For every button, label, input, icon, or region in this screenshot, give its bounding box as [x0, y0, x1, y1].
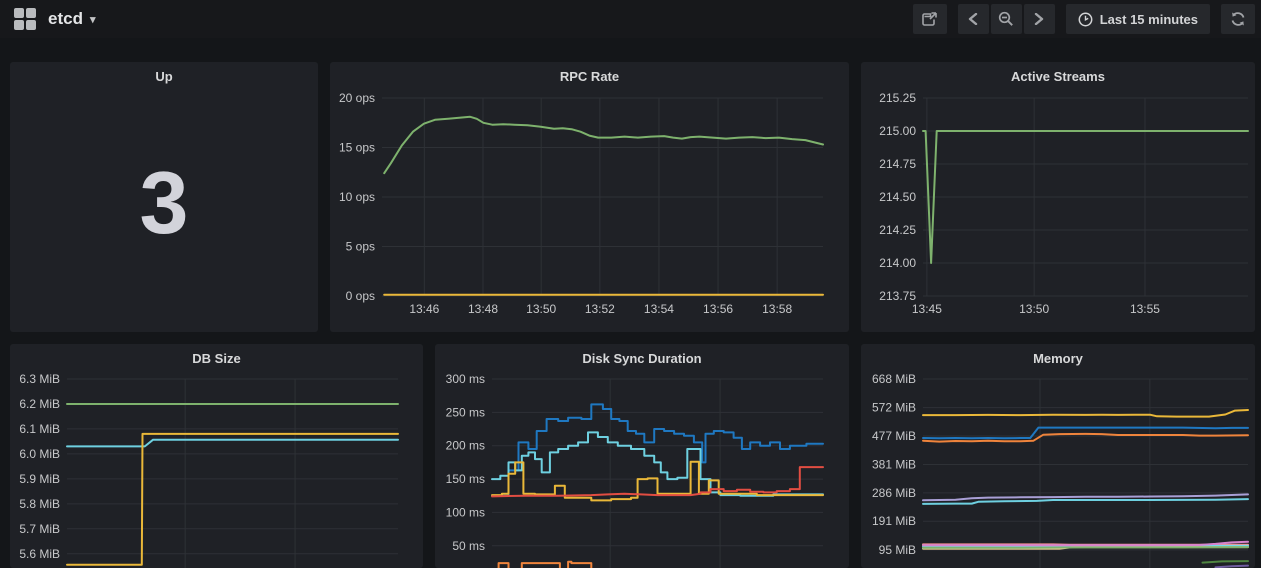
- svg-text:6.0 MiB: 6.0 MiB: [19, 447, 60, 461]
- memory-orange: [922, 432, 1249, 443]
- time-picker-button[interactable]: Last 15 minutes: [1065, 4, 1210, 34]
- memory-purple: [1214, 564, 1249, 568]
- svg-text:215.25: 215.25: [879, 91, 916, 105]
- svg-text:150 ms: 150 ms: [446, 472, 485, 486]
- svg-text:191 MiB: 191 MiB: [872, 514, 916, 528]
- svg-text:13:52: 13:52: [585, 302, 615, 316]
- zoom-out-button[interactable]: [990, 4, 1022, 34]
- disk-sync-cyan: [491, 431, 824, 497]
- svg-text:5 ops: 5 ops: [346, 240, 375, 254]
- svg-text:477 MiB: 477 MiB: [872, 429, 916, 443]
- svg-text:0 ops: 0 ops: [346, 289, 375, 303]
- svg-text:13:56: 13:56: [703, 302, 733, 316]
- svg-text:10 ops: 10 ops: [339, 190, 375, 204]
- svg-text:300 ms: 300 ms: [446, 372, 485, 386]
- panel-up: Up 3: [10, 62, 318, 332]
- svg-text:250 ms: 250 ms: [446, 405, 485, 419]
- svg-text:214.75: 214.75: [879, 157, 916, 171]
- db-size-cyan: [66, 438, 399, 448]
- panel-memory: Memory 668 MiB 572 MiB 477 MiB 381 MiB 286 M…: [861, 344, 1255, 568]
- disk-sync-yellow: [491, 460, 824, 502]
- svg-text:6.2 MiB: 6.2 MiB: [19, 397, 60, 411]
- svg-text:213.75: 213.75: [879, 289, 916, 303]
- svg-text:100 ms: 100 ms: [446, 505, 485, 519]
- disk-sync-duration-chart[interactable]: 300 ms 250 ms 200 ms 150 ms 100 ms 50 ms: [435, 372, 849, 568]
- svg-text:5.9 MiB: 5.9 MiB: [19, 472, 60, 486]
- dashboard-grid-icon[interactable]: [14, 8, 36, 30]
- svg-text:6.3 MiB: 6.3 MiB: [19, 372, 60, 386]
- time-back-button[interactable]: [957, 4, 989, 34]
- panel-disk-sync-duration: Disk Sync Duration 300 ms 250 ms 200 ms 150…: [435, 344, 849, 568]
- svg-text:13:48: 13:48: [468, 302, 498, 316]
- time-range-label: Last 15 minutes: [1099, 11, 1198, 27]
- svg-text:5.8 MiB: 5.8 MiB: [19, 497, 60, 511]
- disk-sync-orange: [497, 560, 593, 568]
- svg-text:286 MiB: 286 MiB: [872, 486, 916, 500]
- chevron-down-icon: ▾: [89, 13, 96, 26]
- panel-active-streams-title[interactable]: Active Streams: [1011, 68, 1105, 84]
- svg-text:13:54: 13:54: [644, 302, 674, 316]
- memory-chart[interactable]: 668 MiB 572 MiB 477 MiB 381 MiB 286 MiB 191 M…: [861, 372, 1255, 568]
- panel-active-streams: Active Streams 13:45 13:50 13:55 215.25 215.…: [861, 62, 1255, 332]
- memory-cyan: [922, 498, 1249, 505]
- svg-text:668 MiB: 668 MiB: [872, 372, 916, 386]
- svg-text:13:45: 13:45: [912, 302, 942, 316]
- disk-sync-red: [491, 466, 824, 498]
- svg-text:50 ms: 50 ms: [452, 539, 485, 553]
- svg-text:13:46: 13:46: [409, 302, 439, 316]
- dashboard-grid: Up 3 RPC Rate 13:46 13:48 13:50 13:52 13:54 1…: [0, 38, 1261, 568]
- memory-green: [922, 546, 1249, 549]
- memory-blue: [922, 426, 1249, 440]
- rpc-rate-chart[interactable]: 13:46 13:48 13:50 13:52 13:54 13:56 13:58 20 op…: [330, 90, 849, 332]
- share-button[interactable]: [912, 4, 947, 34]
- panel-db-size-title[interactable]: DB Size: [192, 350, 241, 366]
- dashboard-title-dropdown[interactable]: etcd ▾: [48, 9, 96, 29]
- panel-rpc-rate: RPC Rate 13:46 13:48 13:50 13:52 13:54 13:56 1…: [330, 62, 849, 332]
- svg-text:13:55: 13:55: [1130, 302, 1160, 316]
- svg-text:13:50: 13:50: [1019, 302, 1049, 316]
- svg-text:15 ops: 15 ops: [339, 141, 375, 155]
- page-title: etcd: [48, 9, 83, 28]
- svg-text:95 MiB: 95 MiB: [879, 543, 916, 557]
- panel-memory-title[interactable]: Memory: [1033, 350, 1083, 366]
- active-streams-green: [922, 130, 1249, 264]
- svg-text:6.1 MiB: 6.1 MiB: [19, 422, 60, 436]
- memory-yellow: [922, 409, 1249, 418]
- memory-lavender: [922, 493, 1249, 502]
- refresh-icon: [1231, 12, 1245, 26]
- svg-text:13:58: 13:58: [762, 302, 792, 316]
- memory-dark-green: [1201, 560, 1249, 564]
- panel-db-size: DB Size 6.3 MiB 6.2 MiB 6.1 MiB 6.0 MiB 5.9 …: [10, 344, 423, 568]
- svg-text:5.6 MiB: 5.6 MiB: [19, 547, 60, 561]
- panel-up-title[interactable]: Up: [155, 68, 173, 84]
- active-streams-chart[interactable]: 13:45 13:50 13:55 215.25 215.00 214.75 214.50 2…: [861, 90, 1255, 332]
- db-size-chart[interactable]: 6.3 MiB 6.2 MiB 6.1 MiB 6.0 MiB 5.9 MiB 5.8 M…: [10, 372, 423, 568]
- svg-text:214.25: 214.25: [879, 223, 916, 237]
- clock-icon: [1078, 12, 1093, 26]
- chevron-left-icon: [969, 13, 978, 25]
- panel-disk-sync-duration-title[interactable]: Disk Sync Duration: [582, 350, 702, 366]
- memory-magenta: [922, 540, 1249, 547]
- svg-text:381 MiB: 381 MiB: [872, 458, 916, 472]
- chevron-right-icon: [1035, 13, 1044, 25]
- db-size-yellow: [66, 432, 399, 566]
- navbar: etcd ▾: [0, 0, 1261, 38]
- panel-rpc-rate-title[interactable]: RPC Rate: [559, 68, 620, 84]
- up-singlestat-value: 3: [139, 153, 189, 252]
- rpc-rate-green: [383, 115, 824, 175]
- time-forward-button[interactable]: [1023, 4, 1055, 34]
- svg-text:214.00: 214.00: [879, 256, 916, 270]
- svg-text:13:50: 13:50: [526, 302, 556, 316]
- svg-text:20 ops: 20 ops: [339, 91, 375, 105]
- svg-text:200 ms: 200 ms: [446, 439, 485, 453]
- refresh-button[interactable]: [1221, 4, 1255, 34]
- disk-sync-blue: [491, 403, 824, 497]
- svg-text:215.00: 215.00: [879, 124, 916, 138]
- svg-text:214.50: 214.50: [879, 190, 916, 204]
- svg-text:5.7 MiB: 5.7 MiB: [19, 522, 60, 536]
- svg-text:572 MiB: 572 MiB: [872, 401, 916, 415]
- zoom-out-icon: [999, 11, 1014, 26]
- share-icon: [921, 12, 937, 26]
